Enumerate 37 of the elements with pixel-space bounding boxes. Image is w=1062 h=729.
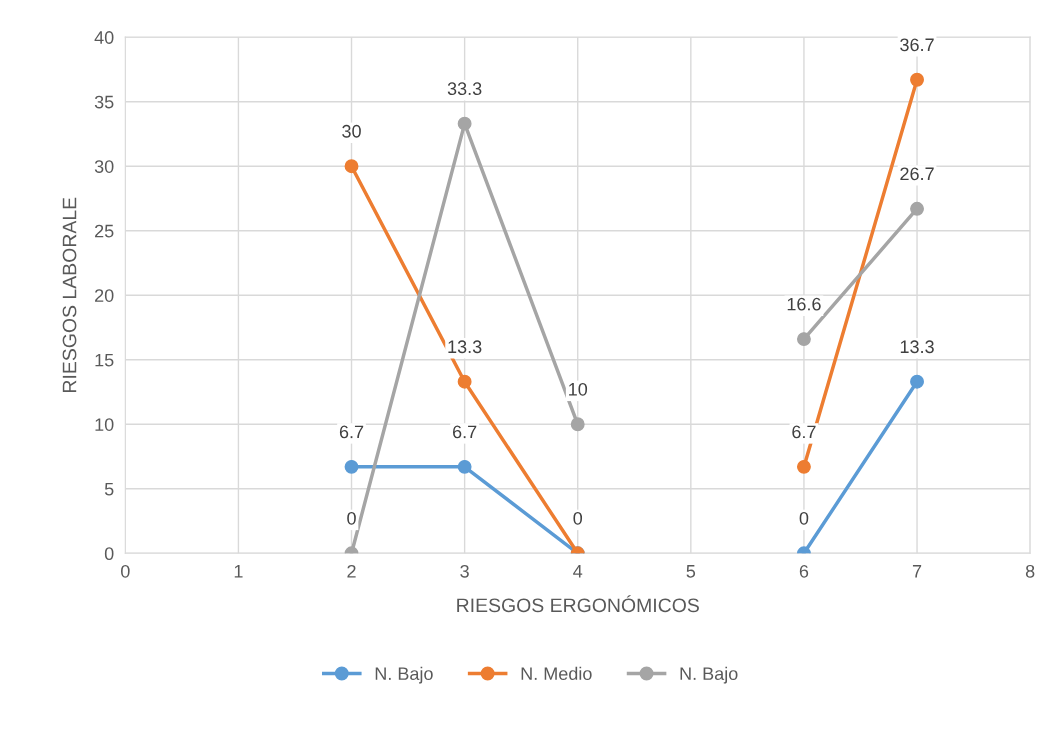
data-label: 26.7 xyxy=(900,167,934,181)
data-label: 13.3 xyxy=(448,340,482,354)
y-tick-label: 40 xyxy=(94,31,114,44)
data-label: 6.7 xyxy=(452,425,477,439)
data-label: 30 xyxy=(342,124,361,138)
data-label: 6.7 xyxy=(339,425,364,439)
data-label: 13.3 xyxy=(900,340,934,354)
x-tick-label: 0 xyxy=(121,564,130,578)
y-tick-label: 15 xyxy=(95,353,114,367)
y-axis-title: RIESGOS LABORALE xyxy=(62,197,77,392)
y-tick-label: 10 xyxy=(95,418,114,431)
data-label: 0 xyxy=(799,511,809,525)
data-label: 36.7 xyxy=(900,38,934,52)
y-tick-label: 0 xyxy=(104,547,114,561)
data-label: 6.7 xyxy=(792,425,816,439)
y-tick-label: 20 xyxy=(95,289,114,302)
x-tick-label: 8 xyxy=(1025,564,1035,578)
data-label: 10 xyxy=(569,382,588,396)
x-tick-label: 7 xyxy=(912,565,922,578)
legend-label: N. Bajo xyxy=(375,666,433,684)
x-tick-label: 5 xyxy=(686,565,696,578)
data-label: 0 xyxy=(573,511,583,525)
data-label: 0 xyxy=(347,511,356,525)
x-tick-label: 1 xyxy=(234,565,243,578)
x-tick-label: 2 xyxy=(347,564,356,578)
x-tick-label: 6 xyxy=(799,564,809,578)
x-tick-label: 4 xyxy=(573,565,583,578)
x-axis-title: RIESGOS ERGONÓMICOS xyxy=(457,595,699,613)
y-tick-label: 35 xyxy=(94,95,114,109)
data-label: 33.3 xyxy=(447,82,482,96)
data-label: 16.6 xyxy=(787,297,821,311)
y-tick-label: 30 xyxy=(94,160,114,173)
y-tick-label: 5 xyxy=(104,482,114,496)
legend-label: N. Medio xyxy=(521,666,592,681)
y-tick-label: 25 xyxy=(95,224,114,238)
legend-label: N. Bajo xyxy=(680,666,738,684)
x-tick-label: 3 xyxy=(460,564,469,578)
